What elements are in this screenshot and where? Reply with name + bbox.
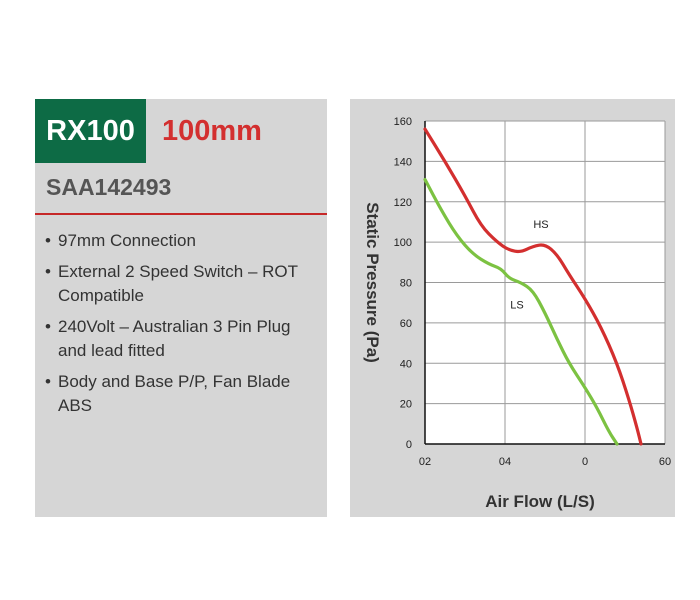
y-tick-label: 40 — [400, 358, 412, 370]
series-line-ls — [423, 177, 619, 446]
bullet-icon: • — [45, 372, 51, 391]
divider — [35, 213, 327, 215]
size-label: 100mm — [162, 114, 262, 147]
product-info-panel: RX100 100mm SAA142493 • 97mm Connection •… — [35, 99, 327, 517]
feature-item: • 240Volt – Australian 3 Pin Plug and lea… — [45, 315, 320, 363]
x-tick-label: 0 — [582, 456, 588, 468]
feature-text: 240Volt – Australian 3 Pin Plug and lead… — [58, 317, 291, 360]
y-tick-label: 120 — [394, 197, 412, 209]
model-badge: RX100 — [35, 99, 146, 163]
feature-item: • 97mm Connection — [45, 229, 320, 253]
y-tick-label: 20 — [400, 399, 412, 411]
x-tick-label: 02 — [419, 456, 431, 468]
bullet-icon: • — [45, 262, 51, 281]
feature-text: Body and Base P/P, Fan Blade ABS — [58, 372, 291, 415]
bullet-icon: • — [45, 231, 51, 250]
chart-panel: 0 20 40 60 80 100 120 140 160 02 04 0 60 HS LS Static P… — [350, 99, 675, 517]
series-line-hs — [423, 127, 643, 446]
feature-text: External 2 Speed Switch – ROT Compatible — [58, 262, 298, 305]
y-tick-label: 100 — [394, 237, 412, 249]
feature-item: • External 2 Speed Switch – ROT Compatibl… — [45, 260, 320, 308]
bullet-icon: • — [45, 317, 51, 336]
model-name: RX100 — [46, 114, 135, 147]
y-tick-label: 140 — [394, 156, 412, 168]
product-code: SAA142493 — [46, 174, 172, 200]
feature-text: 97mm Connection — [58, 231, 196, 250]
y-tick-label: 60 — [400, 318, 412, 330]
x-tick-label: 60 — [659, 456, 671, 468]
y-tick-label: 80 — [400, 278, 412, 290]
series-label-ls: LS — [510, 300, 523, 312]
y-tick-label: 0 — [406, 439, 412, 451]
feature-list: • 97mm Connection • External 2 Speed Switc… — [45, 229, 320, 425]
x-axis-title: Air Flow (L/S) — [485, 492, 595, 511]
y-axis-title: Static Pressure (Pa) — [363, 202, 382, 363]
x-tick-label: 04 — [499, 456, 511, 468]
series-label-hs: HS — [533, 219, 548, 231]
feature-item: • Body and Base P/P, Fan Blade ABS — [45, 370, 320, 418]
y-tick-label: 160 — [394, 116, 412, 128]
